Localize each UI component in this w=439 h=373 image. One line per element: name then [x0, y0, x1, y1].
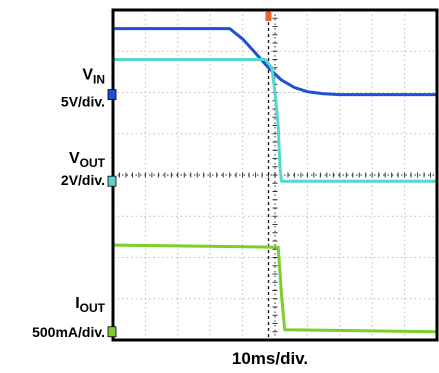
graticule	[112, 9, 438, 341]
channel-marker-layer	[107, 89, 117, 338]
vin-scale-label: 5V/div.	[61, 94, 105, 110]
iout-trace	[112, 243, 438, 334]
plot-frame	[111, 8, 439, 342]
vin-channel-marker	[107, 89, 117, 100]
vout-channel-marker	[107, 175, 117, 187]
iout-scale-label: 500mA/div.	[32, 324, 105, 340]
trigger-marker	[265, 12, 272, 21]
vout-trace	[113, 58, 437, 183]
x-axis-scale-label: 10ms/div.	[232, 349, 308, 368]
vout-scale-label: 2V/div.	[61, 172, 105, 188]
vin-label: VIN	[82, 67, 105, 87]
trace-layer	[112, 27, 438, 334]
vin-trace	[113, 27, 437, 97]
iout-channel-marker	[107, 326, 117, 338]
iout-label: IOUT	[75, 295, 105, 315]
vout-label: VOUT	[69, 150, 106, 170]
